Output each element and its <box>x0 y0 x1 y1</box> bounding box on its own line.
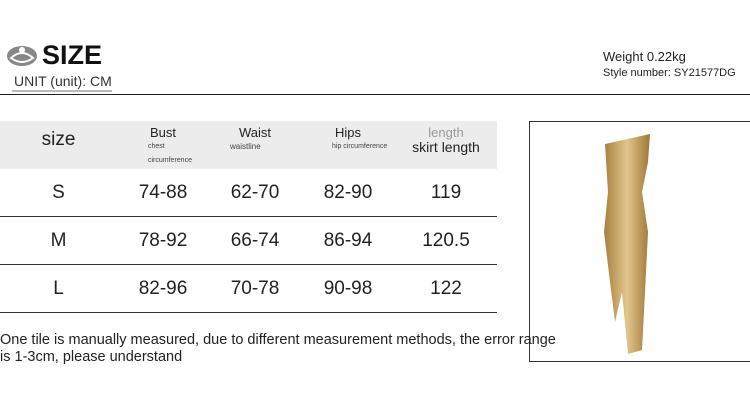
table-row: S 74-88 62-70 82-90 119 <box>0 169 497 217</box>
weight-label: Weight 0.22kg <box>603 49 686 64</box>
unit-label: UNIT (unit): CM <box>14 73 112 89</box>
col-length: length skirt length <box>412 125 480 155</box>
brand-logo-icon <box>7 46 37 66</box>
page-title: SIZE <box>42 40 103 70</box>
col-size: size <box>41 129 76 150</box>
dress-image <box>604 134 650 354</box>
product-photo <box>529 121 750 362</box>
table-row: L 82-96 70-78 90-98 122 <box>0 264 497 313</box>
divider <box>0 94 750 95</box>
size-table: size Bust chest circumference Waist waistl… <box>0 121 497 313</box>
col-bust: Bust chest circumference <box>148 125 192 165</box>
table-row: M 78-92 66-74 86-94 120.5 <box>0 216 497 265</box>
col-hips: Hips hip circumference <box>332 125 388 151</box>
measurement-note: One tile is manually measured, due to di… <box>0 332 556 365</box>
col-waist: Waist waistline <box>230 125 272 152</box>
underline <box>12 90 112 92</box>
style-number: Style number: SY21577DG <box>603 67 736 79</box>
